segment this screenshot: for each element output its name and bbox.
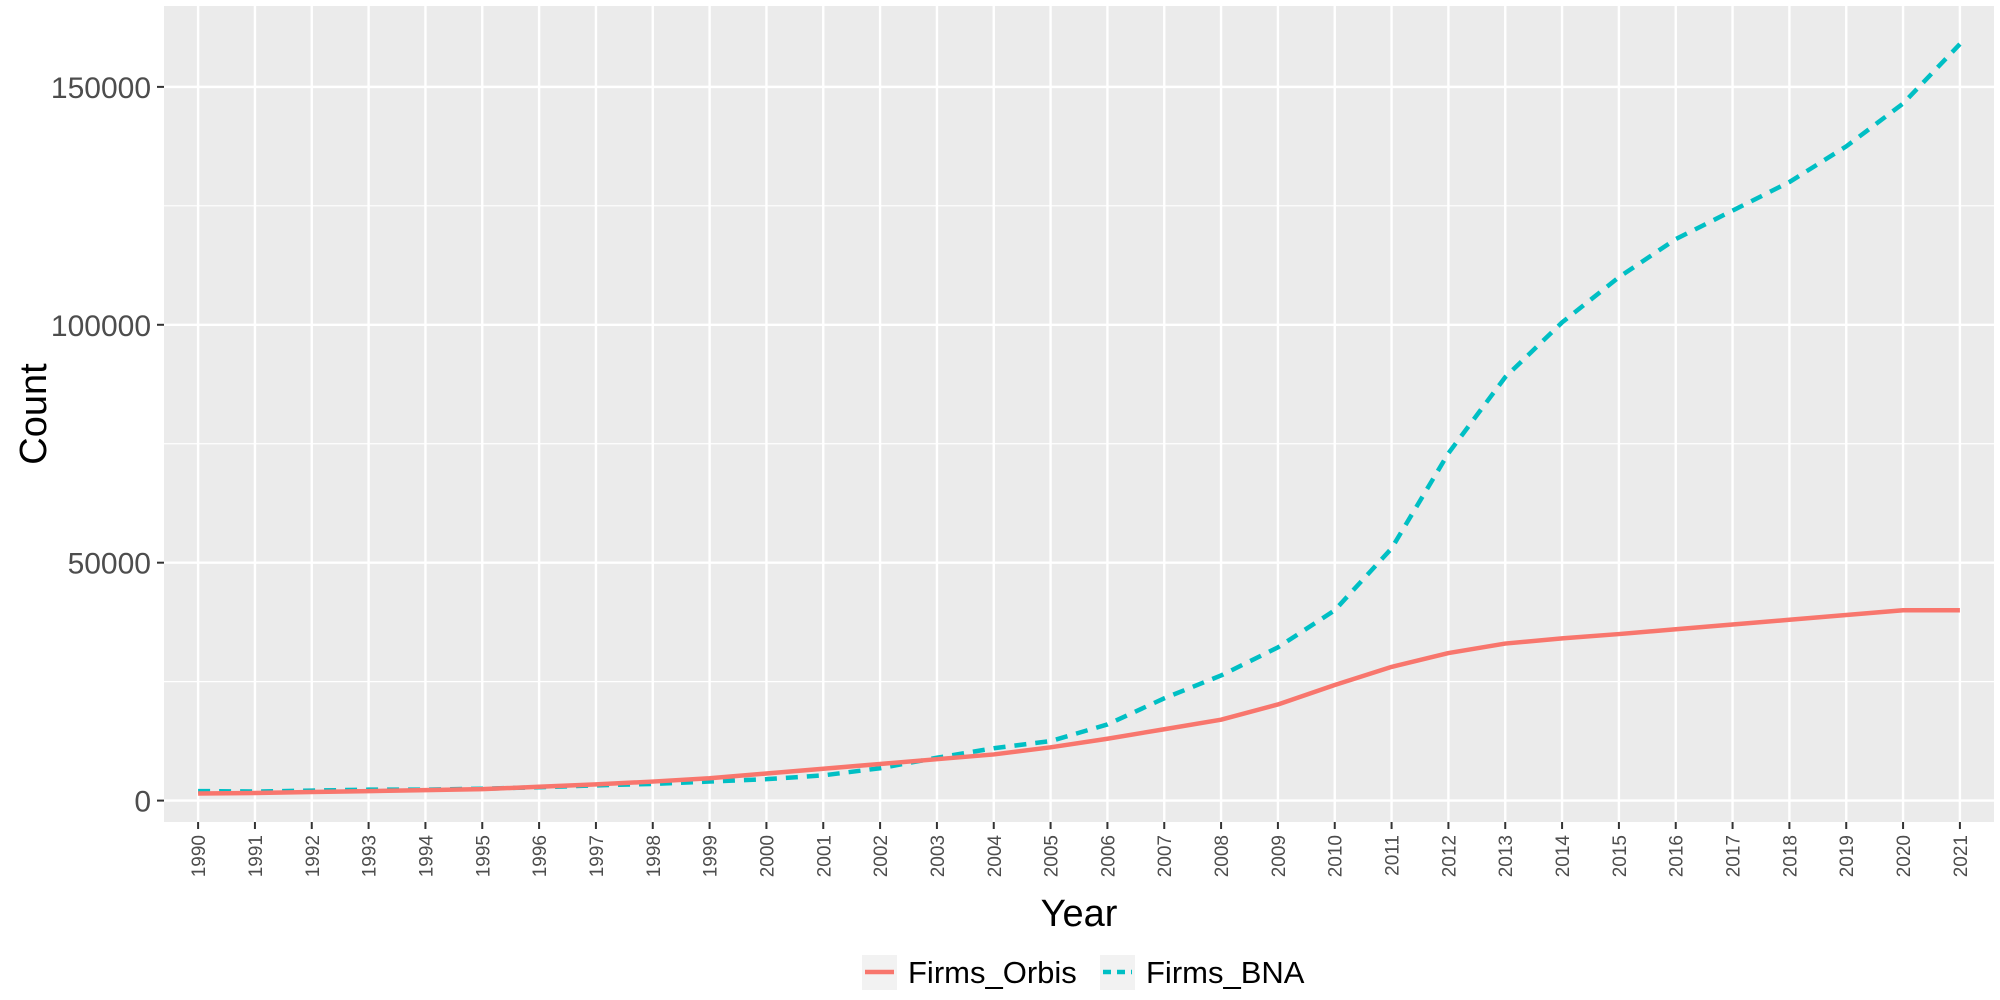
x-tick-label: 2008 bbox=[1212, 835, 1233, 877]
x-tick-label: 2017 bbox=[1724, 835, 1745, 877]
series-line-firms-orbis bbox=[198, 608, 1960, 796]
x-tick-label: 2020 bbox=[1894, 835, 1915, 877]
x-tick-label: 2005 bbox=[1042, 835, 1063, 877]
x-tick-label: 1993 bbox=[360, 835, 381, 877]
x-tick-label: 2009 bbox=[1269, 835, 1290, 877]
x-tick-label: 1994 bbox=[416, 835, 437, 878]
x-tick-label: 1997 bbox=[587, 835, 608, 877]
x-tick-label: 2018 bbox=[1780, 835, 1801, 877]
grid-minor bbox=[164, 205, 1994, 683]
series-line-firms-bna bbox=[198, 42, 1962, 794]
y-axis-title: Count bbox=[13, 363, 55, 465]
x-tick-label: 1990 bbox=[189, 835, 210, 877]
x-tick-label: 2002 bbox=[871, 835, 892, 877]
y-tick-label: 0 bbox=[134, 786, 151, 819]
x-axis-title: Year bbox=[1041, 893, 1118, 935]
x-axis: 1990 1991 1992 1993 1994 1995 1996 1997 1998 1999… bbox=[189, 822, 1972, 877]
legend: Firms_Orbis Firms_BNA bbox=[862, 955, 1305, 990]
x-tick-label: 2004 bbox=[985, 835, 1006, 878]
x-tick-label: 2000 bbox=[757, 835, 778, 877]
x-tick-label: 2021 bbox=[1951, 835, 1972, 877]
x-tick-label: 1999 bbox=[701, 835, 722, 877]
x-tick-label: 1996 bbox=[530, 835, 551, 877]
x-tick-label: 2010 bbox=[1326, 835, 1347, 877]
x-tick-label: 1998 bbox=[644, 835, 665, 877]
x-tick-label: 2006 bbox=[1098, 835, 1119, 877]
y-tick-label: 150000 bbox=[51, 72, 151, 105]
x-tick-label: 1991 bbox=[246, 835, 267, 877]
x-tick-label: 2007 bbox=[1155, 835, 1176, 877]
y-axis: 0 50000 100000 150000 bbox=[51, 72, 164, 819]
x-tick-label: 2001 bbox=[814, 835, 835, 877]
x-tick-label: 1995 bbox=[473, 835, 494, 877]
grid-major bbox=[164, 6, 1994, 822]
x-tick-label: 2016 bbox=[1667, 835, 1688, 877]
y-tick-label: 50000 bbox=[68, 548, 151, 581]
legend-label: Firms_BNA bbox=[1146, 955, 1305, 990]
plot-panel bbox=[164, 6, 1994, 822]
x-tick-label: 2019 bbox=[1837, 835, 1858, 877]
x-tick-label: 2003 bbox=[928, 835, 949, 877]
x-tick-label: 1992 bbox=[303, 835, 324, 877]
x-tick-label: 2011 bbox=[1383, 835, 1404, 876]
legend-label: Firms_Orbis bbox=[908, 955, 1077, 990]
x-tick-label: 2014 bbox=[1553, 835, 1574, 878]
x-tick-label: 2015 bbox=[1610, 835, 1631, 877]
x-tick-label: 2013 bbox=[1496, 835, 1517, 877]
series-lines bbox=[198, 42, 1962, 796]
x-tick-label: 2012 bbox=[1439, 835, 1460, 877]
y-tick-label: 100000 bbox=[51, 310, 151, 343]
